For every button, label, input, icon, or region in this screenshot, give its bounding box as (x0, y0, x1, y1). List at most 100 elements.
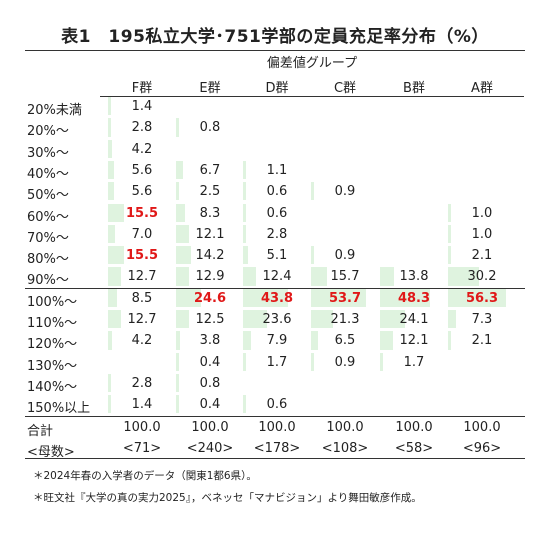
value-bar (311, 288, 367, 307)
table-cell: 1.0 (471, 205, 493, 221)
table-cell: 4.2 (131, 333, 153, 349)
note-1: ＊2024年春の入学者のデータ（関東1都6県）。 (33, 470, 257, 482)
row-label: 110%〜 (27, 316, 78, 331)
row-label: 120%〜 (27, 337, 78, 353)
value-bar (380, 310, 405, 329)
table-cell: 2.5 (199, 184, 221, 200)
table-cell: 2.1 (471, 333, 493, 349)
value-bar (448, 267, 480, 286)
table-cell: 15.7 (330, 269, 360, 285)
table-cell: 1.1 (266, 162, 288, 178)
top-rule (25, 50, 525, 51)
row-label: 40%〜 (27, 166, 69, 182)
value-bar (243, 395, 246, 414)
row-label: 90%〜 (27, 273, 69, 289)
value-bar (243, 224, 246, 244)
value-bar (108, 139, 113, 158)
row-label: 30%〜 (27, 145, 69, 161)
value-bar (243, 288, 289, 307)
value-bar (448, 203, 451, 222)
value-bar (176, 246, 191, 265)
column-header: B群 (403, 81, 425, 96)
table-cell: 8.5 (131, 290, 153, 306)
table-cell: 1.4 (131, 99, 153, 114)
value-bar (176, 352, 179, 371)
value-bar (311, 246, 314, 265)
value-bar (311, 267, 328, 286)
table-cell: 1.7 (403, 354, 425, 370)
total-rule (25, 416, 525, 417)
table-cell: 5.6 (131, 184, 153, 200)
table-cell: 4.2 (131, 141, 153, 157)
table-cell: 1.7 (266, 354, 288, 370)
value-bar (448, 224, 451, 244)
table-cell: 30.2 (467, 269, 497, 285)
count-cell: <178> (253, 440, 301, 456)
total-cell: 100.0 (463, 419, 501, 435)
total-cell: 100.0 (191, 419, 229, 435)
value-bar (108, 373, 111, 393)
table-cell: 12.7 (127, 269, 157, 285)
count-cell: <108> (321, 440, 369, 456)
column-header: A群 (471, 81, 493, 96)
table-cell: 56.3 (465, 290, 499, 306)
value-bar (108, 182, 114, 201)
row-label: 140%〜 (27, 379, 78, 395)
column-header: D群 (265, 81, 289, 96)
count-cell: <58> (394, 440, 434, 456)
value-bar (243, 331, 252, 350)
value-bar (311, 310, 333, 329)
table-cell: 2.8 (131, 375, 153, 391)
table-cell: 12.1 (399, 333, 429, 349)
value-bar (108, 224, 116, 244)
value-bar (108, 331, 113, 350)
table-cell: 12.1 (195, 226, 225, 242)
table-cell: 1.0 (471, 226, 493, 242)
total-cell: 100.0 (326, 419, 364, 435)
count-cell: <240> (186, 440, 234, 456)
table-cell: 6.5 (334, 333, 356, 349)
table-cell: 12.9 (195, 269, 225, 285)
value-bar (448, 310, 456, 329)
value-bar (380, 288, 430, 307)
value-bar (176, 118, 179, 137)
value-bar (448, 246, 451, 265)
table-cell: 7.3 (471, 312, 493, 327)
table-cell: 8.3 (199, 205, 221, 221)
table-cell: 0.4 (199, 354, 221, 370)
value-bar (243, 160, 246, 180)
table-cell: 5.1 (266, 248, 288, 264)
value-bar (311, 331, 318, 350)
table-cell: 6.7 (199, 162, 221, 178)
value-bar (108, 267, 122, 286)
value-bar (176, 310, 189, 329)
table-cell: 0.8 (199, 375, 221, 391)
table-cell: 13.8 (399, 269, 429, 285)
value-bar (243, 246, 249, 265)
value-bar (176, 373, 179, 393)
table-cell: 7.9 (266, 333, 288, 349)
table-cell: 15.5 (125, 205, 159, 221)
value-bar (176, 288, 202, 307)
total-cell: 100.0 (123, 419, 161, 435)
column-header: F群 (131, 81, 153, 96)
value-bar (243, 310, 268, 329)
table-cell: 0.9 (334, 184, 356, 200)
value-bar (176, 182, 179, 201)
table-cell: 0.6 (266, 205, 288, 221)
table-cell: 12.4 (262, 269, 292, 285)
row-label: 100%〜 (27, 294, 78, 310)
table-cell: 53.7 (328, 290, 362, 306)
table-cell: 21.3 (330, 312, 360, 327)
table-cell: 24.6 (193, 290, 227, 306)
value-bar (108, 203, 125, 222)
value-bar (380, 331, 393, 350)
value-bar (176, 331, 180, 350)
row-label: 50%〜 (27, 188, 69, 204)
total-cell: 100.0 (258, 419, 296, 435)
table-cell: 12.5 (195, 312, 225, 327)
table-cell: 7.0 (131, 226, 153, 242)
bottom-rule (25, 458, 525, 459)
table-cell: 3.8 (199, 333, 221, 349)
value-bar (108, 246, 125, 265)
